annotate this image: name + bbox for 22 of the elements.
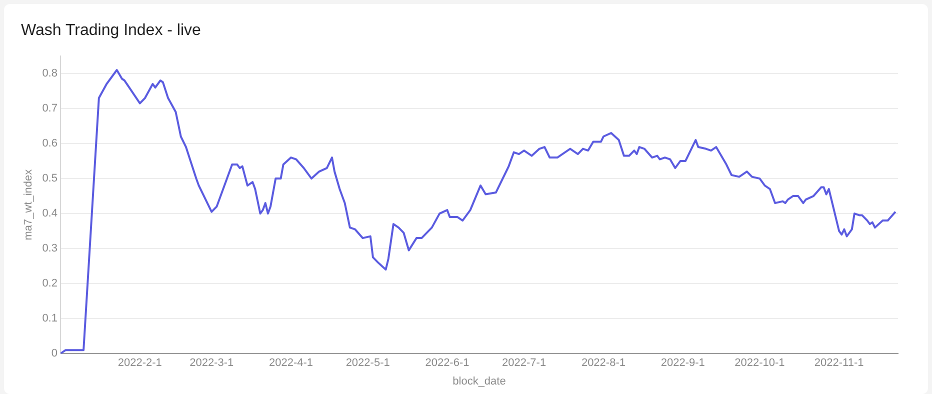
x-tick-label: 2022-9-1 (660, 357, 705, 370)
x-tick-label: 2022-7-1 (502, 357, 546, 370)
x-tick-label: 2022-11-1 (814, 357, 864, 370)
x-tick-label: 2022-4-1 (268, 357, 314, 370)
y-tick-label: 0.7 (42, 102, 58, 115)
x-tick-label: 2022-6-1 (425, 357, 470, 370)
y-tick-label: 0.8 (42, 68, 58, 80)
x-tick-label: 2022-10-1 (734, 357, 785, 370)
x-tick-label: 2022-3-1 (190, 357, 234, 370)
y-tick-label: 0.4 (42, 208, 58, 220)
y-tick-label: 0.5 (42, 172, 58, 185)
y-tick-label: 0.2 (42, 278, 58, 290)
y-axis-title: ma7_wt_index (22, 168, 35, 240)
x-tick-label: 2022-5-1 (346, 357, 390, 370)
x-tick-label: 2022-2-1 (118, 357, 162, 370)
y-tick-label: 0.3 (42, 242, 58, 255)
y-tick-label: 0 (51, 348, 58, 360)
y-tick-label: 0.1 (42, 312, 58, 325)
x-axis-title: block_date (452, 375, 506, 388)
chart-title: Wash Trading Index - live (21, 22, 201, 40)
y-tick-label: 0.6 (42, 138, 58, 150)
x-tick-label: 2022-8-1 (581, 357, 626, 370)
